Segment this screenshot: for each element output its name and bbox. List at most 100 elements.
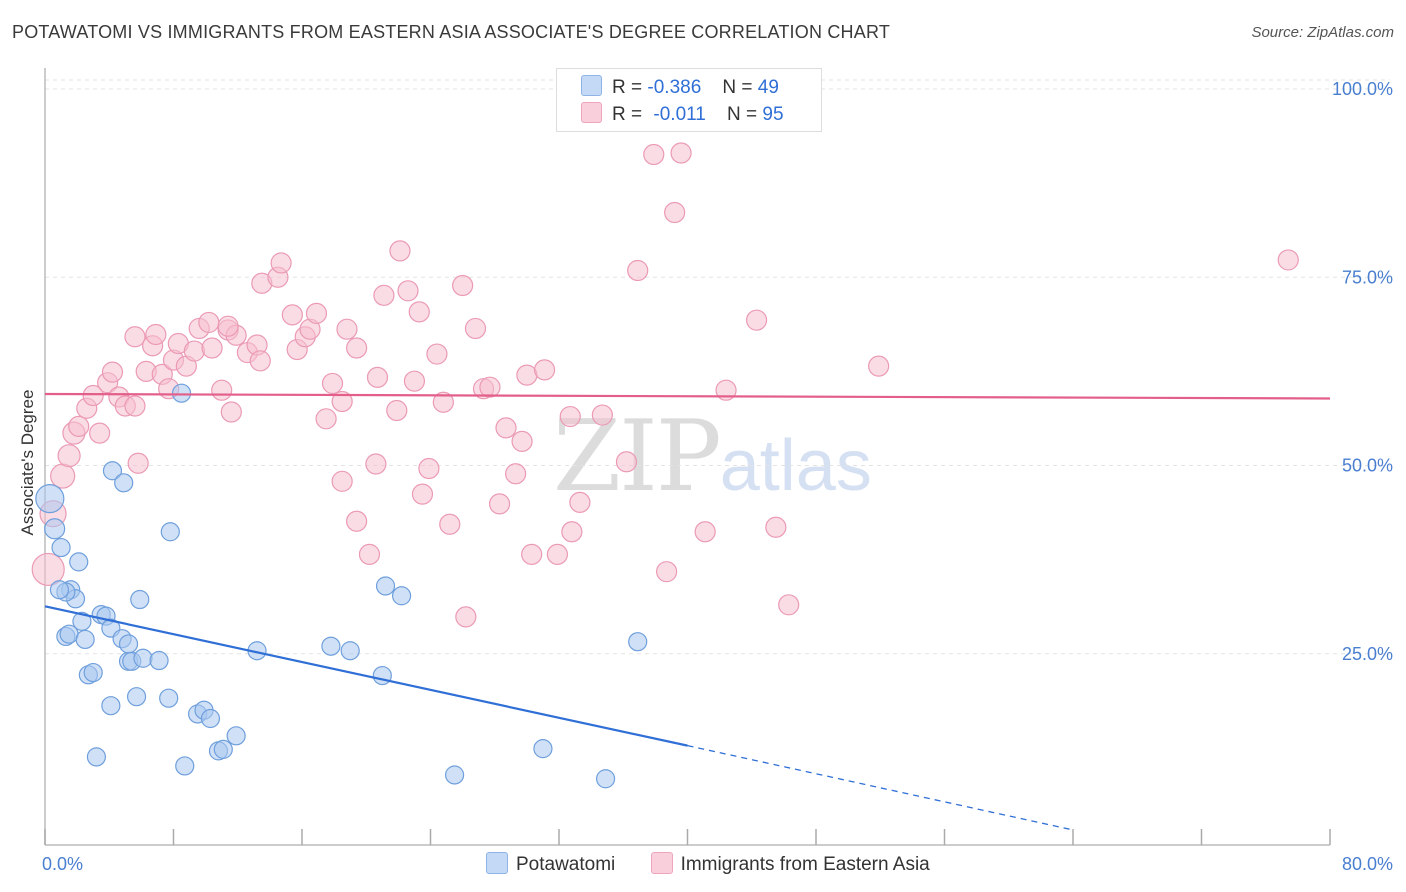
data-point-potawatomi	[533, 739, 553, 759]
x-tick-label: 80.0%	[1342, 854, 1393, 874]
data-point-eastern-asia	[561, 521, 583, 543]
legend-n-label: N =	[726, 104, 758, 125]
data-point-potawatomi	[69, 552, 89, 572]
data-point-eastern-asia	[336, 318, 358, 340]
data-point-potawatomi	[595, 769, 616, 789]
data-point-eastern-asia	[31, 552, 65, 587]
data-point-eastern-asia	[670, 142, 692, 164]
legend-row-eastern-asia: R = -0.011 N = 95	[581, 102, 784, 128]
data-point-eastern-asia	[82, 384, 104, 407]
legend-swatch-pink	[581, 102, 602, 123]
bottom-legend-potawatomi: Potawatomi	[486, 852, 615, 876]
series-potawatomi	[35, 383, 648, 789]
data-point-eastern-asia	[211, 379, 233, 401]
data-point-eastern-asia	[50, 463, 76, 489]
data-point-potawatomi	[35, 484, 65, 514]
legend-n-value-1: 49	[757, 77, 779, 98]
series-immigrants-eastern-asia	[31, 142, 1299, 628]
data-point-potawatomi	[159, 688, 179, 708]
data-point-eastern-asia	[505, 463, 527, 485]
data-point-potawatomi	[375, 576, 396, 596]
data-point-eastern-asia	[1277, 249, 1299, 271]
data-point-eastern-asia	[220, 401, 242, 423]
data-point-eastern-asia	[439, 513, 461, 535]
data-point-potawatomi	[101, 696, 121, 716]
data-point-eastern-asia	[124, 395, 146, 417]
data-point-eastern-asia	[591, 404, 613, 426]
data-point-eastern-asia	[124, 326, 146, 348]
data-point-eastern-asia	[305, 302, 328, 324]
data-point-eastern-asia	[615, 451, 638, 473]
bottom-legend-label-1: Potawatomi	[516, 854, 616, 875]
data-point-eastern-asia	[408, 301, 430, 323]
data-point-eastern-asia	[315, 408, 337, 430]
grid-lines	[45, 79, 1390, 655]
data-point-potawatomi	[213, 739, 233, 759]
data-point-eastern-asia	[270, 252, 292, 274]
data-point-potawatomi	[171, 383, 192, 403]
data-point-potawatomi	[51, 537, 71, 558]
legend-n-label: N =	[722, 77, 753, 98]
data-point-eastern-asia	[664, 201, 686, 224]
data-point-eastern-asia	[521, 543, 543, 565]
legend-n-value-2: 95	[762, 104, 784, 125]
chart-title: POTAWATOMI VS IMMIGRANTS FROM EASTERN AS…	[12, 22, 891, 42]
data-point-potawatomi	[133, 648, 153, 668]
source-credit: Source: ZipAtlas.com	[1251, 24, 1394, 41]
data-point-eastern-asia	[68, 415, 90, 437]
data-point-potawatomi	[72, 611, 92, 631]
legend-r-label: R =	[612, 104, 643, 125]
data-point-eastern-asia	[516, 364, 538, 386]
data-point-eastern-asia	[249, 350, 271, 372]
data-point-eastern-asia	[386, 399, 408, 422]
data-point-eastern-asia	[321, 372, 344, 395]
y-tick-label: 75.0%	[1342, 267, 1393, 287]
data-point-eastern-asia	[495, 417, 517, 439]
data-point-eastern-asia	[511, 430, 533, 453]
data-point-eastern-asia	[373, 284, 395, 306]
data-point-eastern-asia	[366, 366, 389, 388]
data-point-eastern-asia	[389, 240, 411, 262]
data-point-eastern-asia	[281, 304, 303, 326]
data-point-potawatomi	[114, 473, 134, 493]
data-point-potawatomi	[44, 518, 66, 540]
stats-legend: R = -0.386 N = 49 R = -0.011 N = 95	[556, 68, 822, 132]
data-point-eastern-asia	[533, 359, 556, 381]
y-tick-label: 50.0%	[1342, 456, 1393, 476]
x-tick-label: 0.0%	[42, 854, 83, 874]
data-point-eastern-asia	[452, 274, 474, 297]
data-point-potawatomi	[160, 522, 180, 542]
data-point-eastern-asia	[346, 337, 368, 359]
data-point-eastern-asia	[765, 516, 787, 538]
data-point-eastern-asia	[183, 340, 205, 362]
bottom-legend-swatch-blue	[486, 852, 508, 874]
data-point-eastern-asia	[569, 491, 591, 513]
data-point-eastern-asia	[358, 543, 381, 565]
legend-swatch-blue	[581, 75, 602, 96]
data-point-eastern-asia	[403, 370, 426, 392]
data-point-eastern-asia	[127, 452, 149, 474]
data-point-eastern-asia	[101, 361, 124, 383]
data-point-eastern-asia	[745, 309, 768, 331]
data-point-eastern-asia	[365, 453, 387, 475]
data-point-eastern-asia	[715, 379, 737, 401]
legend-r-value-1: -0.386	[647, 77, 702, 98]
data-point-eastern-asia	[145, 323, 167, 346]
data-point-eastern-asia	[656, 561, 678, 583]
legend-row-potawatomi: R = -0.386 N = 49	[581, 75, 779, 101]
data-point-potawatomi	[75, 629, 95, 650]
axes	[44, 68, 1331, 846]
data-point-potawatomi	[149, 650, 169, 671]
data-point-potawatomi	[200, 708, 221, 729]
data-point-eastern-asia	[217, 315, 239, 337]
data-point-potawatomi	[86, 747, 107, 767]
tick-labels: 25.0% 50.0% 75.0% 100.0% 0.0% 80.0% Associate'…	[18, 79, 1393, 874]
data-point-eastern-asia	[455, 606, 477, 628]
data-point-potawatomi	[340, 641, 360, 661]
data-point-eastern-asia	[464, 317, 487, 340]
trend-lines	[44, 392, 1331, 831]
bottom-legend-swatch-pink	[650, 852, 673, 874]
data-point-eastern-asia	[331, 390, 353, 413]
data-point-potawatomi	[49, 580, 70, 600]
data-point-eastern-asia	[559, 405, 581, 428]
